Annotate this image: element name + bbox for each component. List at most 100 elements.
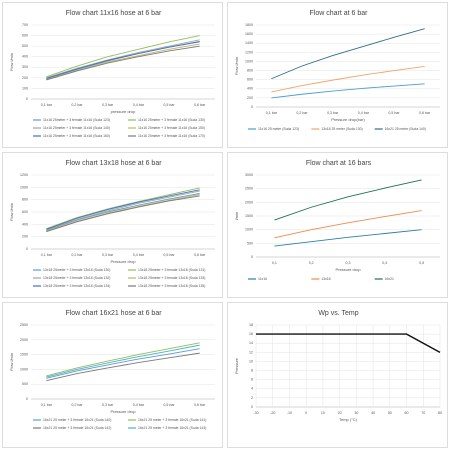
y-tick-label: 0: [26, 247, 28, 251]
series-line: [271, 83, 425, 99]
legend-label: 16x21 25 meter + 3 female 16x21 (Suda 14…: [138, 418, 206, 422]
y-tick-label: 1500: [245, 214, 253, 218]
series-line: [46, 195, 200, 233]
x-tick-label: 0,3: [346, 261, 351, 265]
y-tick-label: 1600: [245, 32, 253, 36]
y-tick-label: 500: [22, 382, 28, 386]
y-tick-label: 8: [251, 369, 253, 373]
y-axis-label: Flow l/min: [9, 53, 14, 71]
y-tick-label: 12: [249, 350, 253, 354]
series-line: [46, 190, 200, 231]
y-tick-label: 2000: [245, 200, 253, 204]
legend-label: 11x16 25meter + 3 female 11x16 (Suda 170…: [138, 134, 205, 138]
legend-label: 16x21 25 meter + 3 female 16x21 (Suda 14…: [43, 418, 111, 422]
legend-label: 11x16: [258, 277, 267, 281]
y-tick-label: 2000: [20, 338, 28, 342]
x-tick-label: 0,1 bar: [41, 103, 53, 107]
legend-label: 11x16 25meter + 3 female 11x16 (Suda 130…: [138, 118, 205, 122]
x-tick-label: 0: [305, 411, 307, 415]
chart: Flow chart at 16 bars 0 500 1000 1500 2000 250…: [227, 152, 448, 298]
y-tick-label: 100: [22, 86, 28, 90]
series-line: [46, 189, 200, 230]
x-axis-label: Pressure drop: [110, 259, 136, 264]
y-tick-label: 800: [247, 69, 253, 73]
x-tick-label: 0,4 bar: [133, 253, 145, 257]
legend-label: 13x18 25meter + 3 female 13x18 (Suda 135…: [138, 284, 205, 288]
legend-label: 16x21: [385, 277, 394, 281]
x-tick-label: 0,1 bar: [266, 111, 278, 115]
x-tick-label: 0,3 bar: [102, 253, 114, 257]
x-tick-label: 0,4: [382, 261, 387, 265]
x-tick-label: 40: [371, 411, 375, 415]
chart-title: Flow chart 16x21 hose at 6 bar: [65, 310, 162, 317]
x-tick-label: 0,1 bar: [41, 253, 53, 257]
x-tick-label: 10: [321, 411, 325, 415]
legend-label: 13x18 25meter + 3 female 13x18 (Suda 131…: [138, 268, 205, 272]
series-line: [274, 229, 422, 247]
legend-label: 11x16 25meter + 3 female 11x16 (Suda 140…: [43, 126, 110, 130]
legend-label: 11x16 25meter + 3 female 11x16 (Suda 123…: [43, 118, 110, 122]
y-tick-label: 2500: [20, 323, 28, 327]
chart: Flow chart 16x21 hose at 6 bar 0 500 1000 15…: [2, 302, 223, 448]
y-tick-label: 500: [247, 241, 253, 245]
x-tick-label: 30: [354, 411, 358, 415]
y-tick-label: 600: [247, 78, 253, 82]
y-tick-label: 1000: [245, 228, 253, 232]
legend-label: 16x21 25 meter (Suda 140): [385, 127, 426, 131]
y-tick-label: 600: [22, 34, 28, 38]
y-tick-label: 400: [22, 55, 28, 59]
x-tick-label: 0,5 bar: [163, 253, 175, 257]
y-axis-label: Flow l/min: [234, 57, 239, 75]
x-tick-label: 0,2 bar: [71, 403, 83, 407]
x-tick-label: 0,2 bar: [71, 103, 83, 107]
x-tick-label: 70: [421, 411, 425, 415]
series-line: [274, 210, 422, 239]
series-line: [46, 344, 200, 378]
legend-label: 13x18 25meter + 3 female 13x18 (Suda 134…: [43, 284, 110, 288]
y-tick-label: 4: [251, 387, 253, 391]
x-tick-label: 0,1: [272, 261, 277, 265]
legend-label: 13x18 25meter + 3 female 13x18 (Suda 130…: [43, 268, 110, 272]
x-tick-label: -30: [253, 411, 258, 415]
x-tick-label: 0,4 bar: [358, 111, 370, 115]
y-tick-label: 200: [22, 235, 28, 239]
y-tick-label: 0: [26, 97, 28, 101]
x-axis-label: Pressure drop(bar): [331, 117, 365, 122]
x-tick-label: 0,2 bar: [71, 253, 83, 257]
y-axis-label: Flow l/min: [9, 353, 14, 371]
x-tick-label: 60: [405, 411, 409, 415]
chart-title: Flow chart at 6 bar: [310, 10, 369, 17]
x-tick-label: 0,2: [309, 261, 314, 265]
y-tick-label: 6: [251, 378, 253, 382]
x-tick-label: 0,4 bar: [133, 403, 145, 407]
chart-title: Flow chart 11x16 hose at 6 bar: [66, 10, 162, 17]
series-line: [46, 40, 200, 79]
series-line: [256, 333, 441, 353]
x-tick-label: -10: [287, 411, 292, 415]
legend-label: 11x16 25meter + 3 female 11x16 (Suda 160…: [43, 134, 110, 138]
series-line: [271, 66, 425, 93]
series-line: [46, 342, 200, 377]
y-tick-label: 1200: [20, 173, 28, 177]
series-line: [274, 179, 422, 221]
y-tick-label: 1000: [20, 367, 28, 371]
series-line: [46, 35, 200, 78]
x-tick-label: -20: [270, 411, 275, 415]
legend-label: 11x16 25meter + 3 female 11x16 (Suda 150…: [138, 126, 205, 130]
chart: Flow chart 13x18 hose at 6 bar 0 200 400 600…: [2, 152, 223, 298]
y-tick-label: 800: [22, 198, 28, 202]
y-tick-label: 10: [249, 359, 253, 363]
x-tick-label: 0,6 bar: [194, 253, 206, 257]
x-axis-label: Pressure drop: [335, 267, 361, 272]
y-tick-label: 1000: [245, 59, 253, 63]
legend-label: 11x16 25 meter (Suda 123): [258, 127, 299, 131]
legend-label: 16x21 25 meter + 3 female 16x21 (Suda 14…: [43, 426, 111, 430]
series-line: [46, 193, 200, 231]
series-line: [46, 194, 200, 232]
y-tick-label: 200: [247, 96, 253, 100]
legend-label: 13x18: [321, 277, 330, 281]
y-tick-label: 2: [251, 396, 253, 400]
x-tick-label: 20: [338, 411, 342, 415]
y-tick-label: 0: [26, 397, 28, 401]
